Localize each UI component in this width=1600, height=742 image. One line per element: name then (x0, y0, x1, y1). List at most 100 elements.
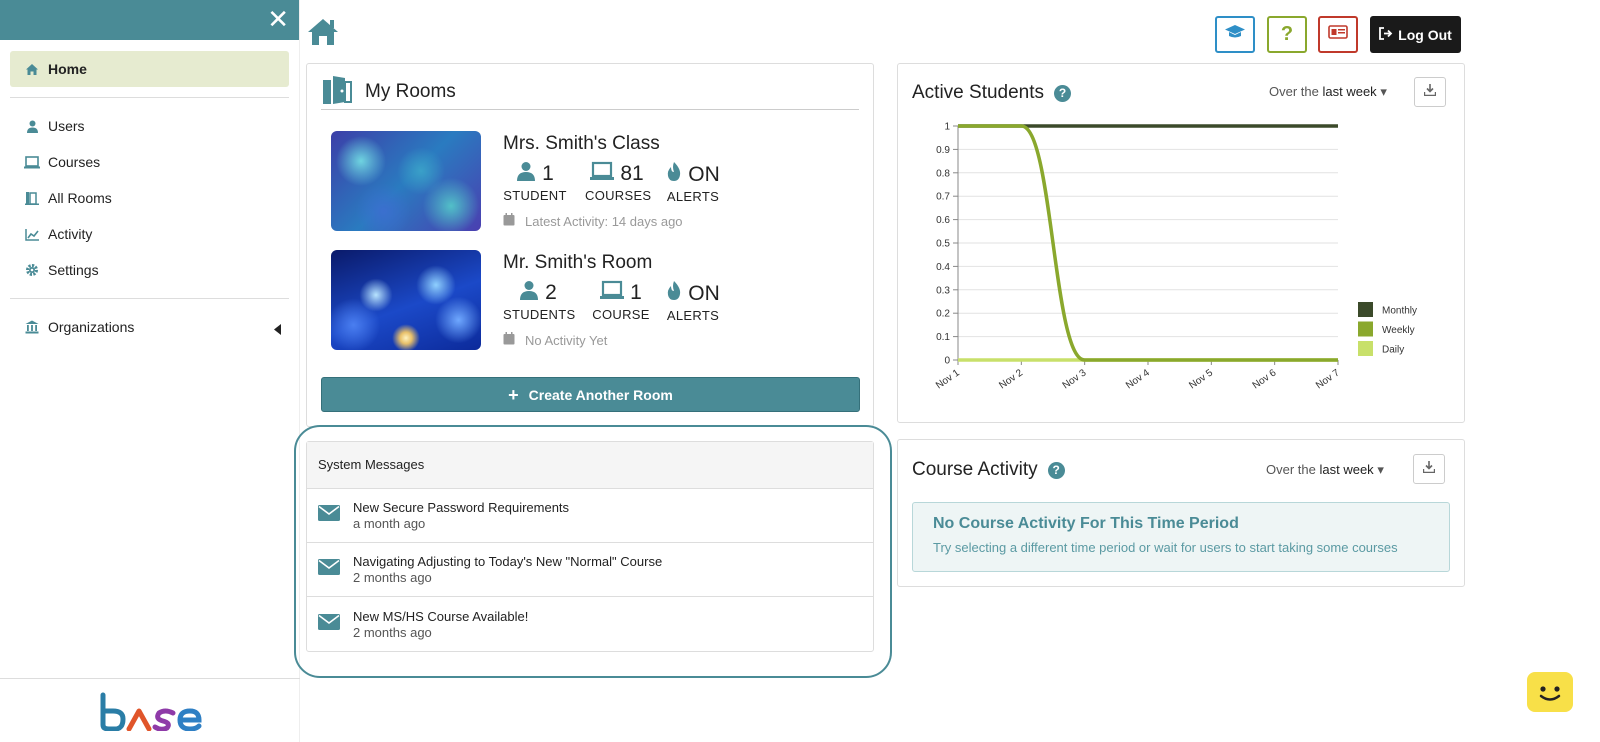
highlight-outline (294, 425, 892, 678)
alerts-label: ALERTS (666, 189, 720, 204)
legend-label: Weekly (1382, 325, 1415, 336)
x-tick-label: Nov 6 (1251, 367, 1279, 391)
home-icon (24, 63, 40, 76)
x-tick-label: Nov 4 (1124, 367, 1152, 391)
calendar-icon (503, 213, 515, 229)
students-count: 2 (545, 281, 557, 304)
students-count: 1 (542, 162, 554, 185)
sidebar-item-activity[interactable]: Activity (0, 216, 299, 252)
help-icon[interactable]: ? (1054, 84, 1072, 102)
room-card[interactable]: Mrs. Smith's Class 1 STUDENT 81 COURSES … (331, 131, 851, 233)
help-button[interactable]: ? (1267, 16, 1307, 53)
alerts-stat: ON ALERTS (665, 161, 721, 204)
bank-icon (24, 320, 40, 334)
logout-label: Log Out (1398, 26, 1452, 43)
sidebar-item-label: Courses (48, 154, 101, 170)
sidebar: ✕ Home Users Courses All Rooms Activity … (0, 0, 300, 742)
door-open-icon (321, 74, 353, 109)
system-messages-title: System Messages (307, 442, 873, 489)
plus-icon: + (508, 384, 519, 405)
series-line-weekly (958, 124, 1338, 362)
x-tick-label: Nov 5 (1187, 367, 1215, 391)
room-image (331, 131, 481, 231)
room-card[interactable]: Mr. Smith's Room 2 STUDENTS 1 COURSE ON … (331, 250, 851, 352)
y-tick-label: 0 (944, 356, 950, 367)
empty-state: No Course Activity For This Time Period … (912, 502, 1450, 572)
period-dropdown[interactable]: Over the last week ▾ (1266, 462, 1384, 478)
rooms-header: My Rooms (321, 74, 859, 110)
courses-count: 1 (630, 281, 642, 304)
x-tick-label: Nov 3 (1061, 367, 1089, 391)
y-tick-label: 0.8 (936, 168, 950, 179)
chart-line-icon (24, 228, 40, 241)
course-activity-header: Course Activity ? (912, 459, 1065, 481)
download-button[interactable] (1413, 454, 1445, 484)
room-name[interactable]: Mr. Smith's Room (503, 252, 653, 273)
y-tick-label: 0.2 (936, 309, 950, 320)
message-item[interactable]: New MS/HS Course Available! 2 months ago (307, 597, 873, 651)
smiley-icon (1539, 686, 1561, 701)
active-students-header: Active Students ? (912, 82, 1072, 104)
envelope-icon (318, 559, 340, 580)
sign-out-icon (1379, 26, 1393, 43)
caret-down-icon: ▾ (1380, 84, 1387, 99)
y-tick-label: 1 (944, 122, 950, 133)
create-room-button[interactable]: + Create Another Room (321, 377, 860, 412)
y-tick-label: 0.1 (936, 332, 950, 343)
active-students-title: Active Students (912, 82, 1045, 103)
chat-widget-button[interactable] (1527, 672, 1573, 712)
question-icon: ? (1280, 23, 1294, 45)
graduation-cap-icon (1224, 24, 1246, 45)
period-dropdown[interactable]: Over the last week ▾ (1269, 84, 1387, 100)
sidebar-item-courses[interactable]: Courses (0, 144, 299, 180)
help-icon[interactable]: ? (1047, 461, 1065, 479)
door-icon (24, 191, 40, 205)
activity-text: Latest Activity: 14 days ago (525, 213, 683, 229)
courses-stat: 1 COURSE (591, 280, 651, 322)
x-tick-label: Nov 1 (934, 367, 962, 391)
caret-down-icon: ▾ (1377, 462, 1384, 477)
sidebar-item-users[interactable]: Users (0, 108, 299, 144)
y-tick-label: 0.6 (936, 215, 950, 226)
message-title: New Secure Password Requirements (353, 500, 570, 515)
fire-icon (666, 161, 682, 188)
empty-text: Try selecting a different time period or… (933, 540, 1398, 555)
y-tick-label: 0.9 (936, 145, 950, 156)
students-stat: 1 STUDENT (503, 161, 567, 203)
courses-button[interactable] (1215, 16, 1255, 53)
courses-stat: 81 COURSES (585, 161, 651, 203)
activity-text: No Activity Yet (525, 332, 608, 348)
sidebar-item-settings[interactable]: Settings (0, 252, 299, 288)
x-tick-label: Nov 7 (1314, 367, 1342, 391)
download-icon (1422, 460, 1436, 478)
sidebar-item-organizations[interactable]: Organizations (0, 309, 299, 345)
sidebar-item-label: Users (48, 118, 85, 134)
sidebar-item-all-rooms[interactable]: All Rooms (0, 180, 299, 216)
alerts-status: ON (688, 162, 720, 186)
profile-button[interactable] (1318, 16, 1358, 53)
courses-count: 81 (620, 162, 644, 185)
message-item[interactable]: Navigating Adjusting to Today's New "Nor… (307, 543, 873, 597)
active-students-panel: Active Students ? Over the last week ▾ 0… (897, 63, 1465, 423)
close-icon[interactable]: ✕ (267, 4, 289, 34)
id-card-icon (1328, 25, 1348, 44)
base-logo (0, 678, 300, 742)
sidebar-item-label: All Rooms (48, 190, 112, 206)
room-name[interactable]: Mrs. Smith's Class (503, 133, 660, 154)
download-button[interactable] (1414, 77, 1446, 107)
sidebar-item-home[interactable]: Home (10, 51, 289, 87)
students-label: STUDENTS (503, 307, 576, 322)
sidebar-header: ✕ (0, 0, 299, 40)
alerts-label: ALERTS (666, 308, 720, 323)
user-icon (519, 280, 539, 306)
sidebar-item-label: Home (48, 61, 87, 77)
sidebar-item-label: Settings (48, 262, 99, 278)
divider (10, 298, 289, 299)
active-students-chart: 0 0.1 0.2 0.3 0.4 0.5 0.6 0.7 0.8 0.9 1 Nov 1 Nov 2 N… (934, 122, 1417, 392)
sidebar-item-label: Organizations (48, 319, 135, 335)
laptop-icon (590, 161, 615, 187)
legend-swatch (1358, 302, 1373, 317)
logout-button[interactable]: Log Out (1370, 16, 1461, 53)
home-icon[interactable] (306, 16, 340, 51)
message-item[interactable]: New Secure Password Requirements a month… (307, 489, 873, 543)
